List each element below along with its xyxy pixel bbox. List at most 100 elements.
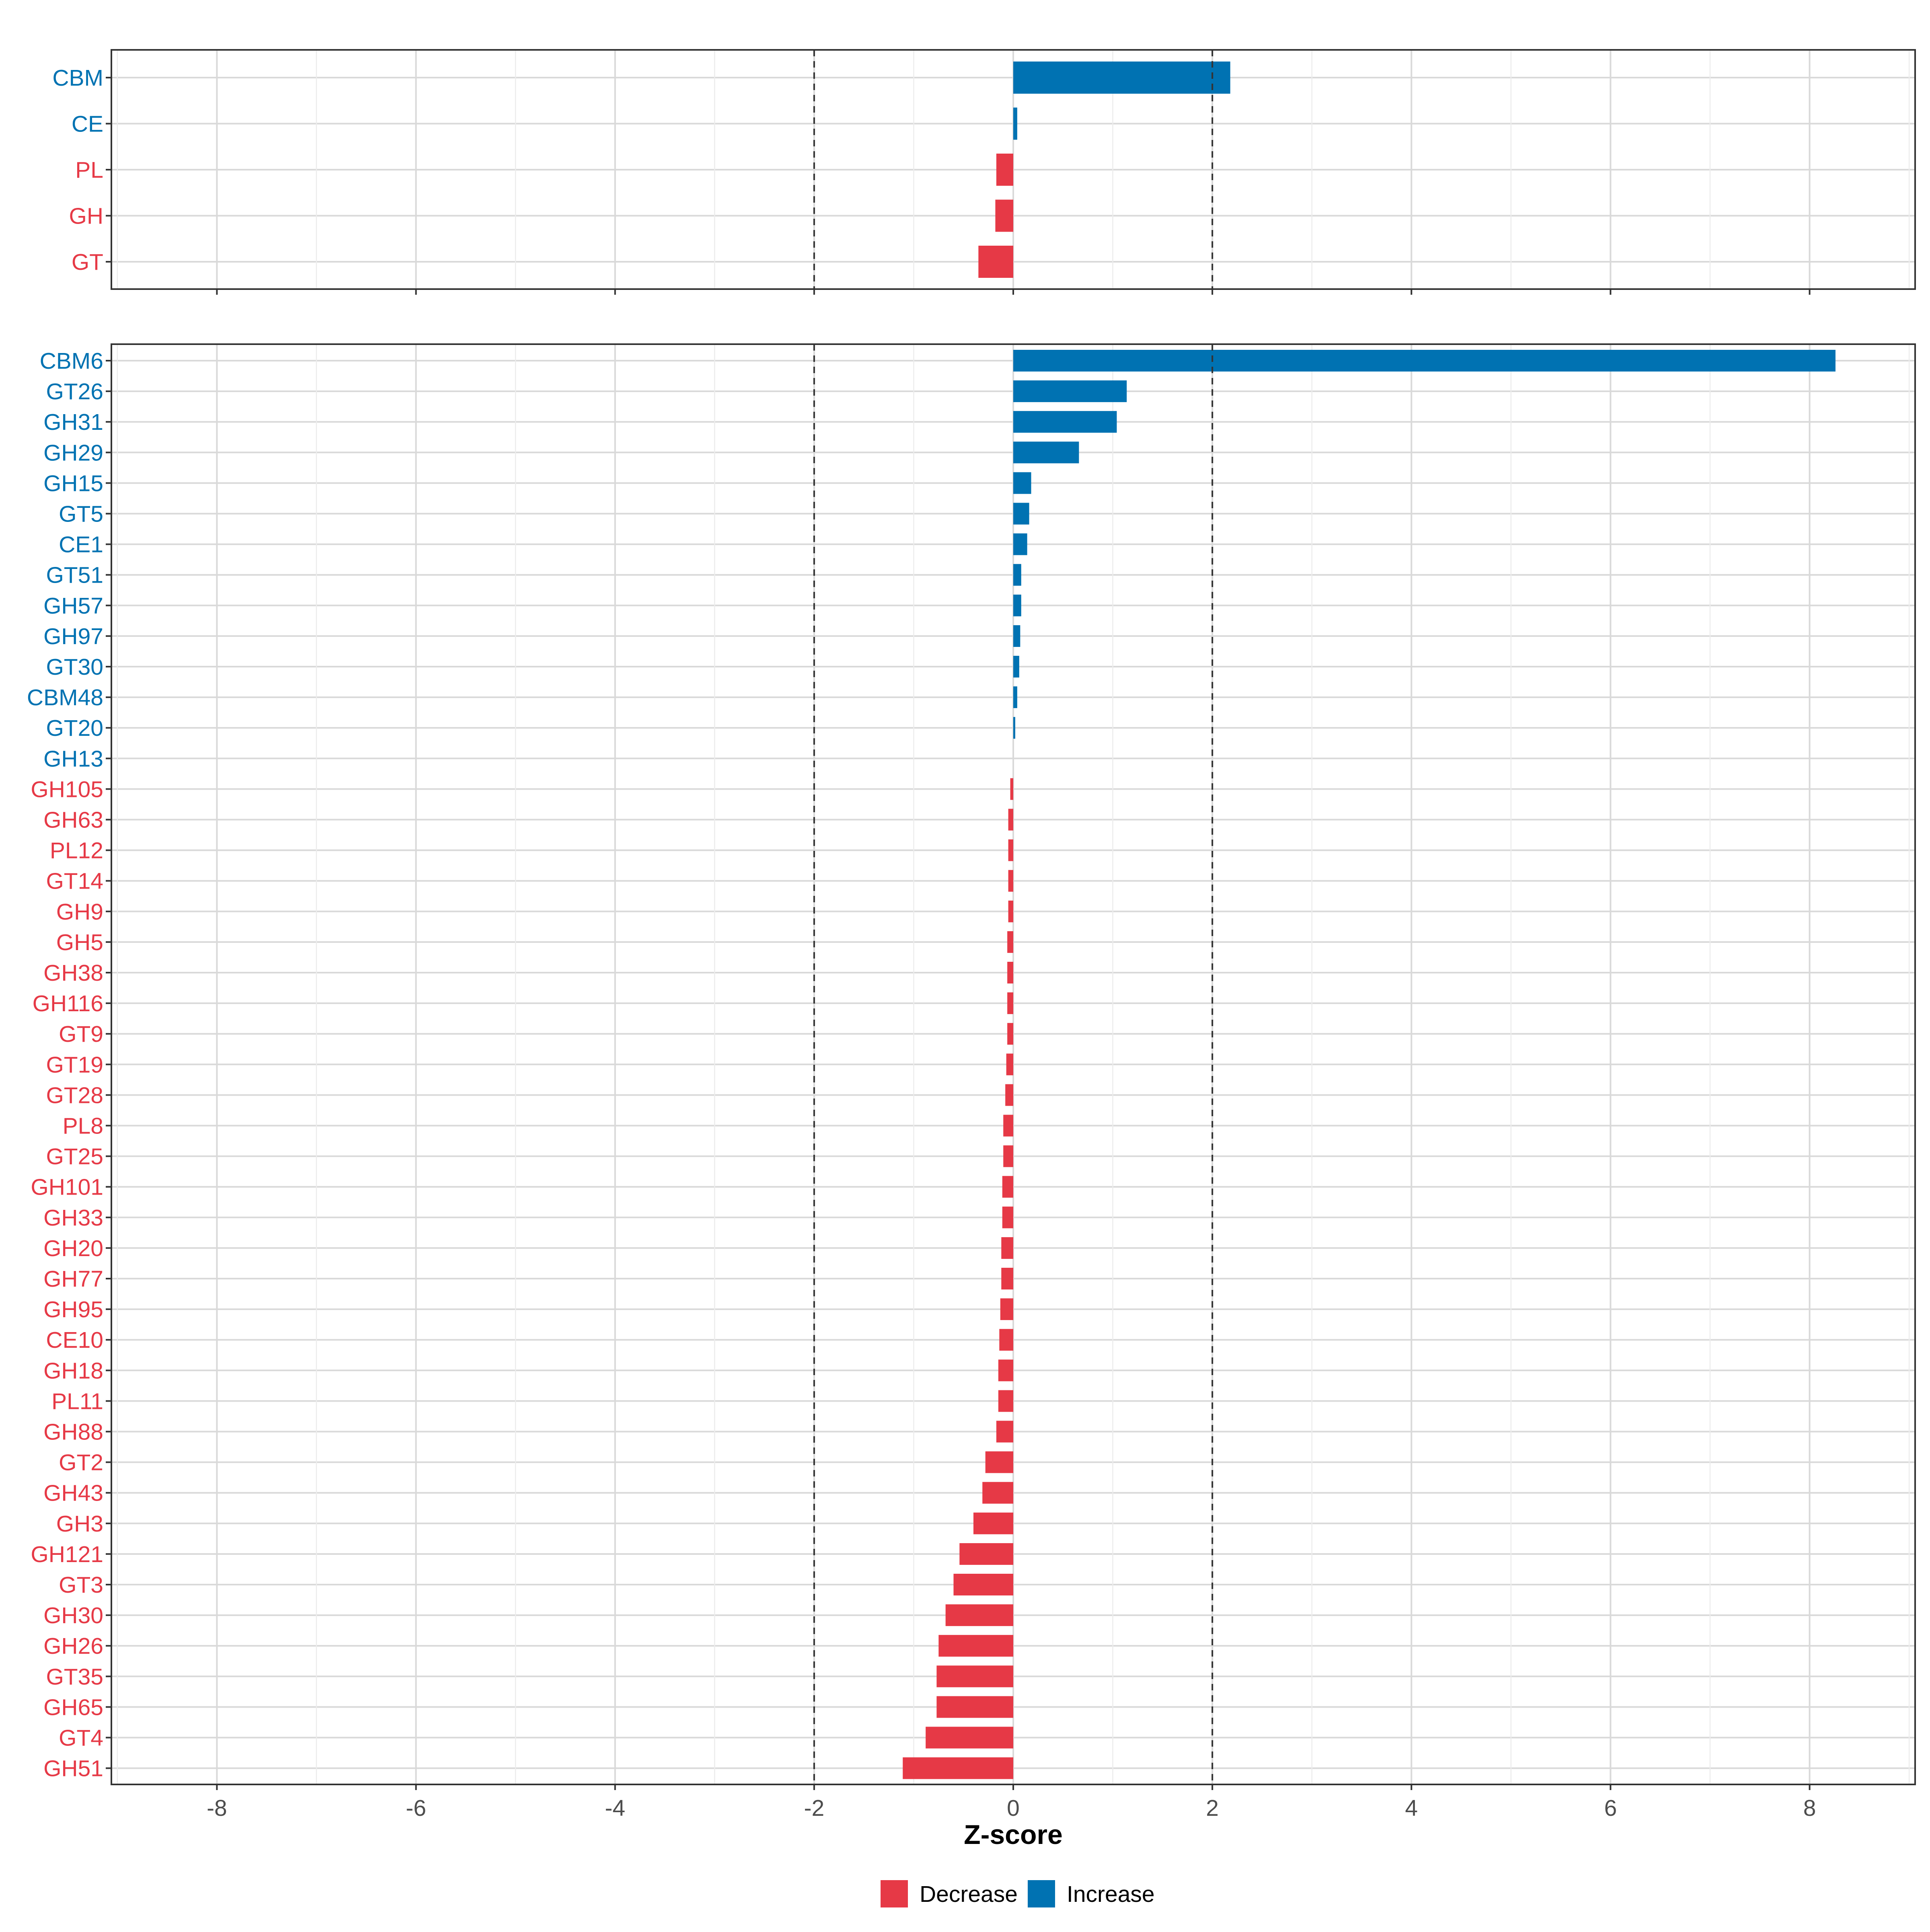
x-tick-label: 0 — [1007, 1795, 1020, 1821]
family-label-GH15: GH15 — [43, 470, 103, 496]
family-label-CBM48: CBM48 — [27, 685, 103, 710]
family-bar-GT30 — [1013, 656, 1019, 678]
family-bar-GT2 — [985, 1451, 1013, 1473]
family-bar-GT35 — [936, 1665, 1013, 1688]
x-axis-title: Z-score — [964, 1819, 1063, 1850]
family-label-GT3: GT3 — [59, 1572, 103, 1598]
family-bar-GH26 — [938, 1635, 1013, 1657]
family-bar-GH18 — [998, 1359, 1013, 1382]
class-bar-GH — [995, 199, 1013, 232]
x-tick-label: -6 — [406, 1795, 426, 1821]
family-label-GH65: GH65 — [43, 1694, 103, 1720]
x-tick-label: -2 — [804, 1795, 825, 1821]
family-bar-GT3 — [953, 1574, 1013, 1595]
class-label-CBM: CBM — [52, 65, 103, 91]
family-label-GH30: GH30 — [43, 1603, 103, 1628]
family-label-GT20: GT20 — [46, 715, 103, 741]
class-label-PL: PL — [75, 157, 103, 183]
x-tick-label: 2 — [1206, 1795, 1219, 1821]
family-bar-GT20 — [1013, 717, 1015, 739]
class-bar-GT — [978, 246, 1013, 278]
family-label-GH13: GH13 — [43, 746, 103, 772]
family-label-GT4: GT4 — [59, 1725, 103, 1751]
family-label-GT26: GT26 — [46, 379, 103, 404]
family-label-GH9: GH9 — [56, 899, 103, 925]
family-label-PL12: PL12 — [50, 838, 103, 864]
family-bar-GH65 — [936, 1696, 1013, 1718]
family-label-GT25: GT25 — [46, 1144, 103, 1170]
family-label-GH57: GH57 — [43, 593, 103, 619]
x-tick-label: -8 — [207, 1795, 227, 1821]
class-bar-PL — [996, 154, 1013, 186]
family-label-GH88: GH88 — [43, 1419, 103, 1445]
family-bar-GH63 — [1008, 809, 1013, 831]
family-bar-GH57 — [1013, 594, 1021, 616]
family-bar-GH77 — [1001, 1268, 1013, 1289]
family-label-CE10: CE10 — [46, 1327, 103, 1353]
family-bar-GT19 — [1006, 1053, 1013, 1076]
family-label-GH5: GH5 — [56, 930, 103, 955]
family-bar-GH97 — [1013, 625, 1020, 647]
family-bar-GH15 — [1013, 472, 1031, 494]
family-bar-GT51 — [1013, 564, 1021, 586]
class-label-GH: GH — [69, 203, 104, 229]
x-tick-label: 4 — [1405, 1795, 1418, 1821]
family-bar-GT4 — [926, 1727, 1013, 1749]
family-bar-GT5 — [1013, 503, 1029, 525]
family-bar-GH105 — [1010, 778, 1013, 800]
family-bar-GH31 — [1013, 411, 1117, 433]
legend-label-decrease: Decrease — [920, 1881, 1018, 1907]
family-label-GT30: GT30 — [46, 654, 103, 680]
family-bar-GH9 — [1008, 900, 1013, 922]
family-bar-PL8 — [1003, 1115, 1013, 1137]
family-label-GH101: GH101 — [31, 1174, 103, 1200]
family-label-GH97: GH97 — [43, 624, 103, 649]
family-bar-GH5 — [1007, 931, 1013, 953]
legend-swatch-increase — [1028, 1880, 1055, 1907]
family-bar-GH38 — [1007, 962, 1013, 983]
family-label-GH29: GH29 — [43, 440, 103, 466]
family-bar-GT28 — [1005, 1084, 1013, 1106]
family-bar-GT26 — [1013, 380, 1127, 402]
family-label-GH121: GH121 — [31, 1542, 103, 1567]
family-label-GH3: GH3 — [56, 1511, 103, 1537]
family-bar-GH95 — [1000, 1298, 1013, 1320]
class-label-CE: CE — [72, 111, 103, 137]
x-tick-label: 6 — [1604, 1795, 1617, 1821]
family-label-GH33: GH33 — [43, 1205, 103, 1231]
family-bar-GH20 — [1001, 1237, 1013, 1259]
family-bar-CE1 — [1013, 533, 1027, 555]
family-bar-GT9 — [1007, 1023, 1013, 1045]
family-label-GH38: GH38 — [43, 960, 103, 986]
family-label-GT9: GT9 — [59, 1021, 103, 1047]
family-label-GT35: GT35 — [46, 1664, 103, 1690]
family-bar-GH116 — [1007, 992, 1013, 1014]
family-label-GH95: GH95 — [43, 1297, 103, 1322]
family-bar-GH121 — [959, 1543, 1013, 1565]
family-label-PL11: PL11 — [51, 1388, 103, 1414]
family-label-CE1: CE1 — [59, 532, 103, 558]
family-bar-GH3 — [973, 1512, 1013, 1534]
family-bar-CBM6 — [1013, 350, 1836, 372]
family-bar-CBM48 — [1013, 686, 1017, 708]
x-tick-label: -4 — [605, 1795, 625, 1821]
family-bar-GH51 — [903, 1757, 1013, 1779]
family-label-CBM6: CBM6 — [40, 348, 103, 374]
family-bar-GH101 — [1002, 1176, 1013, 1198]
family-label-GH51: GH51 — [43, 1756, 103, 1782]
family-bar-PL11 — [998, 1390, 1013, 1412]
family-bar-GH30 — [945, 1604, 1013, 1626]
family-label-GH105: GH105 — [31, 776, 103, 802]
family-label-GT5: GT5 — [59, 501, 103, 527]
family-label-GT51: GT51 — [46, 563, 103, 588]
class-bar-CE — [1013, 107, 1017, 140]
family-label-GH77: GH77 — [43, 1266, 103, 1292]
family-bar-GT14 — [1008, 870, 1013, 892]
x-tick-label: 8 — [1803, 1795, 1816, 1821]
family-label-GH18: GH18 — [43, 1358, 103, 1384]
family-label-GT2: GT2 — [59, 1450, 103, 1476]
class-label-GT: GT — [72, 249, 103, 275]
family-label-GH31: GH31 — [43, 409, 103, 435]
